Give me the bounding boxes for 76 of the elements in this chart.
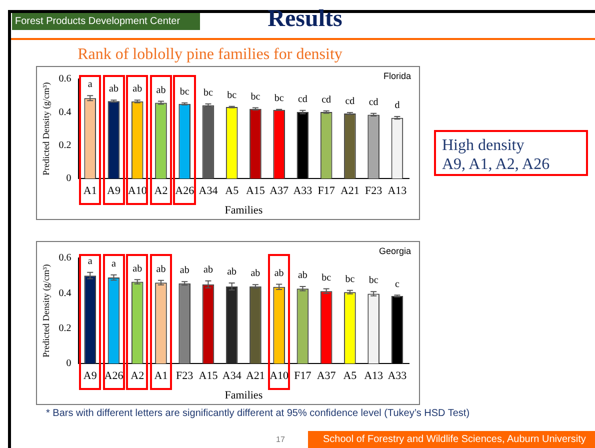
data-label: ab (227, 266, 237, 278)
text: Results (266, 6, 344, 33)
chart-subtitle: Georgia (378, 246, 411, 256)
x-tick-label: A26 (104, 370, 124, 382)
data-label: bc (250, 91, 261, 102)
x-tick-label: A13 (364, 370, 384, 382)
data-label: a (88, 79, 93, 90)
x-tick-label: F23 (365, 185, 383, 198)
y-tick-label: 0.2 (58, 323, 72, 334)
x-tick-label: A34 (198, 185, 218, 198)
data-label: cd (368, 96, 378, 108)
data-label: cd (298, 94, 308, 105)
x-tick-label: A15 (198, 370, 218, 382)
data-label: bc (274, 93, 284, 104)
x-tick-label: F17 (294, 370, 312, 382)
data-label: bc (368, 275, 379, 286)
data-label: ab (109, 84, 118, 95)
y-axis-title: Predicted Density (g/cm³) (40, 264, 51, 358)
text: School of Forestry and Wildlife Sciences, Auburn University (308, 431, 595, 448)
data-label: ab (203, 264, 213, 276)
y-tick-label: 0.4 (58, 106, 72, 118)
data-label: d (394, 100, 400, 112)
y-axis-title: Predicted Density (g/cm³) (40, 82, 51, 176)
data-label: ab (274, 268, 284, 279)
data-label: cd (345, 96, 355, 108)
y-tick-label: 0.2 (58, 140, 72, 152)
x-tick-label: F17 (318, 185, 336, 198)
x-tick-label: A37 (270, 185, 290, 198)
x-tick-label: A5 (225, 185, 240, 198)
y-tick-label: 0 (66, 358, 72, 370)
data-label: cd (322, 94, 332, 106)
x-tick-label: A21 (246, 370, 265, 382)
data-label: bc (203, 88, 214, 99)
x-tick-label: A2 (130, 370, 144, 382)
text: High density A9, A1, A2, A26 (434, 130, 588, 176)
x-tick-label: A1 (154, 370, 168, 382)
x-tick-label: A33 (388, 370, 408, 382)
data-label: ab (132, 263, 142, 274)
chart-title: Rank of loblolly pine families for density (76, 46, 344, 64)
data-label: ab (298, 270, 308, 282)
x-axis-title: Families (224, 204, 263, 216)
data-label: bc (322, 272, 332, 284)
x-tick-label: A1 (83, 185, 97, 198)
x-tick-label: A34 (222, 370, 242, 382)
x-tick-label: A2 (154, 185, 168, 198)
y-tick-label: 0 (66, 173, 72, 184)
x-tick-label: A9 (107, 185, 121, 198)
x-tick-label: A37 (316, 370, 336, 382)
data-label: bc (345, 274, 356, 286)
data-label: ab (180, 265, 190, 276)
text: * Bars with different letters are significantly different at 95% confidence level (Tukey’s HSD Test) (46, 408, 470, 419)
x-tick-label: A5 (343, 370, 358, 382)
data-label: c (394, 278, 400, 290)
text: 17 (276, 435, 285, 444)
x-tick-label: A10 (270, 370, 290, 382)
text: Forest Products Development Center (12, 13, 200, 30)
x-axis-title: Families (224, 389, 263, 402)
y-tick-label: 0.4 (58, 288, 72, 299)
data-label: ab (250, 268, 260, 280)
data-label: ab (156, 84, 166, 96)
x-tick-label: A33 (293, 185, 313, 198)
chart-subtitle: Florida (383, 71, 411, 81)
data-label: bc (180, 86, 190, 98)
y-tick-label: 0.6 (58, 252, 72, 264)
x-tick-label: A15 (246, 185, 266, 198)
x-tick-label: A21 (340, 185, 360, 198)
data-label: a (112, 258, 117, 270)
x-tick-label: A26 (175, 185, 195, 198)
data-label: a (88, 256, 93, 268)
y-tick-label: 0.6 (58, 74, 72, 85)
x-tick-label: F23 (176, 370, 194, 382)
x-tick-label: A9 (83, 370, 98, 382)
data-label: bc (227, 90, 238, 102)
data-label: ab (132, 84, 142, 95)
data-label: ab (156, 264, 166, 275)
x-tick-label: A13 (388, 185, 408, 198)
